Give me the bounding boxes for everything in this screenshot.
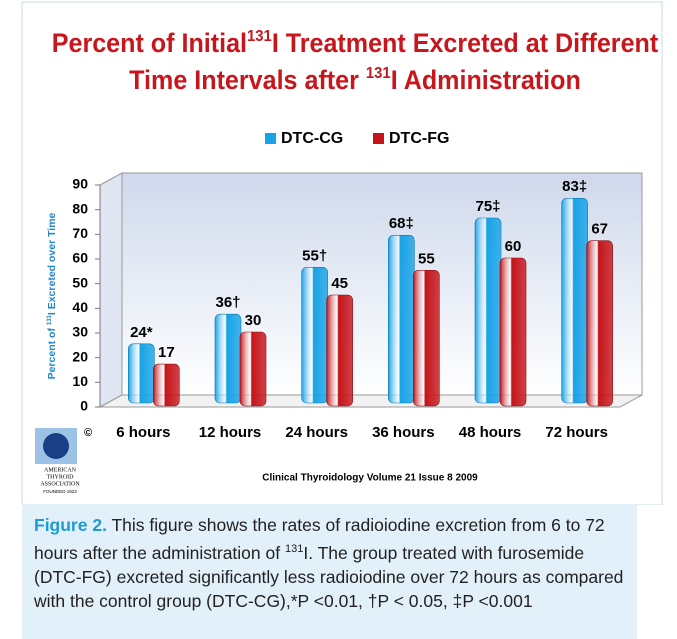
y-tick-label: 50	[72, 274, 88, 290]
bar	[499, 257, 527, 407]
x-tick-label: 12 hours	[199, 424, 262, 441]
y-tick-label: 70	[72, 225, 88, 241]
rich-text: Time Intervals after 131I Administration	[129, 64, 581, 95]
bar	[586, 240, 613, 407]
text-segment: I Administration	[391, 64, 581, 95]
logo-name: ASSOCIATION	[40, 481, 80, 487]
floor	[99, 394, 643, 408]
legend-swatch	[265, 133, 276, 144]
logo-founded: FOUNDED 1923	[43, 489, 77, 494]
chart: © AMERICAN THYROID ASSOCIATION FOUNDED 1…	[21, 1, 663, 505]
y-tick-label: 20	[72, 348, 88, 364]
x-tick-label: 36 hours	[372, 424, 435, 441]
bar	[153, 363, 180, 407]
source: Clinical Thyroidology Volume 21 Issue 8 …	[262, 473, 478, 484]
bar	[301, 267, 328, 404]
data-label: 55	[418, 250, 435, 267]
logo: © AMERICAN THYROID ASSOCIATION FOUNDED 1…	[35, 427, 92, 494]
data-label: 67	[591, 221, 608, 238]
data-label: 17	[158, 344, 175, 361]
logo-name: AMERICAN	[44, 467, 77, 473]
y-tick-label: 0	[80, 398, 88, 414]
text-segment: Percent of Initial	[52, 27, 247, 58]
x-tick-label: 48 hours	[459, 424, 522, 441]
superscript: 131	[284, 543, 304, 555]
legend-label: DTC-CG	[281, 130, 343, 147]
caption: Figure 2. This figure shows the rates of…	[22, 505, 637, 639]
rich-text: Percent of Initial131I Treatment Excrete…	[52, 27, 659, 58]
text-segment: I Treatment Excreted at Different	[272, 27, 659, 58]
bar	[214, 313, 242, 404]
data-label: 24*	[130, 324, 153, 341]
superscript: 131	[366, 64, 391, 82]
superscript: 131	[47, 314, 53, 325]
bar	[474, 217, 502, 404]
bar	[413, 270, 440, 407]
legend-label: DTC-FG	[389, 130, 449, 147]
data-label: 45	[331, 275, 348, 292]
data-label: 83‡	[562, 178, 587, 195]
y-tick-label: 60	[72, 250, 88, 266]
y-tick-label: 80	[72, 200, 88, 216]
logo-name: THYROID	[47, 474, 75, 480]
data-label: 75‡	[475, 198, 500, 215]
data-label: 36†	[215, 294, 240, 311]
superscript: 131	[247, 27, 272, 45]
x-tick-label: 72 hours	[545, 424, 608, 441]
data-label: 30	[245, 312, 262, 329]
rich-text: Percent of 131I Excreted over Time	[46, 212, 58, 379]
text-segment: Time Intervals after	[129, 64, 366, 95]
y-tick-label: 10	[72, 373, 88, 389]
bar	[239, 331, 267, 407]
caption-text: This figure shows the rates of radioiodi…	[34, 515, 605, 563]
y-tick-label: 30	[72, 324, 88, 340]
y-tick-label: 90	[72, 176, 88, 192]
logo-mark: ©	[84, 427, 92, 439]
x-tick-label: 24 hours	[285, 424, 348, 441]
bar	[128, 343, 155, 404]
y-tick-label: 40	[72, 299, 88, 315]
logo-emblem	[43, 433, 69, 459]
x-tick-label: 6 hours	[116, 424, 170, 441]
caption-text: Figure 2.	[34, 515, 107, 535]
side-wall	[99, 172, 123, 408]
data-label: 55†	[302, 247, 327, 264]
bar	[388, 234, 415, 404]
data-label: 60	[505, 238, 522, 255]
data-label: 68‡	[389, 215, 414, 232]
legend-swatch	[373, 133, 384, 144]
text-segment: Percent of	[46, 325, 58, 379]
caption-text: I. The group treated with furosemide (DT…	[34, 542, 624, 611]
text-segment: I Excreted over Time	[46, 212, 58, 315]
bar	[561, 197, 588, 404]
bar	[326, 294, 353, 407]
